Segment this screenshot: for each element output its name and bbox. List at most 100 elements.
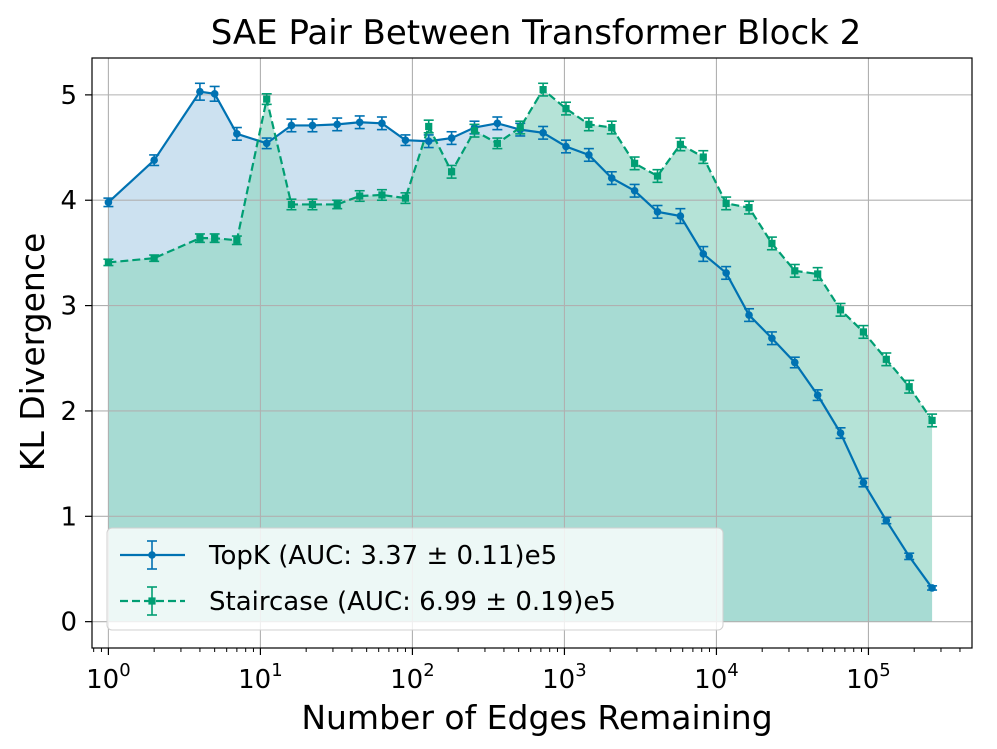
- x-tick-label-1: 101: [238, 660, 283, 695]
- axis-ticks: 100 101 102 103 104 105 0 1 2 3 4 5: [60, 81, 961, 695]
- series-0-point: [836, 429, 845, 437]
- series-0-point: [882, 516, 891, 525]
- series-1-point: [104, 258, 113, 266]
- series-1-point: [211, 234, 219, 242]
- x-tick-label-4: 104: [694, 660, 739, 695]
- series-0-point: [424, 137, 433, 146]
- series-1-point: [539, 86, 547, 94]
- legend-marker: [148, 551, 156, 559]
- series-0-point: [859, 478, 868, 487]
- series-1-point: [470, 127, 479, 135]
- series-1-point: [859, 328, 868, 336]
- y-tick-label-4: 4: [60, 186, 77, 216]
- series-1-point: [814, 270, 822, 278]
- series-1-point: [356, 192, 364, 200]
- series-0-point: [790, 358, 799, 367]
- series-1-point: [928, 416, 936, 425]
- legend-item-1: Staircase (AUC: 6.99 ± 0.19)e5: [120, 586, 616, 617]
- series-0-point: [104, 198, 113, 207]
- area-fills: [108, 89, 933, 622]
- plot-border: [91, 57, 973, 649]
- legend-label-1: Staircase (AUC: 6.99 ± 0.19)e5: [209, 587, 616, 617]
- legend: TopK (AUC: 3.37 ± 0.11)e5 Staircase (AUC:…: [106, 527, 724, 631]
- series-0-point: [813, 391, 822, 399]
- series-1-point: [905, 383, 913, 391]
- legend-marker: [148, 597, 156, 605]
- series-0-point: [905, 552, 913, 561]
- series-1-point: [425, 122, 433, 131]
- series-1-point: [263, 95, 271, 103]
- series-1-area: [108, 89, 933, 622]
- series-0-point: [150, 156, 158, 164]
- y-tick-label-1: 1: [60, 502, 77, 532]
- series-1-point: [196, 234, 204, 242]
- x-tick-label-0: 100: [86, 660, 131, 695]
- series-0-point: [196, 87, 204, 96]
- series-1-point: [791, 267, 799, 275]
- series-0-point: [210, 90, 219, 98]
- series-0-point: [676, 212, 685, 220]
- series-0-point: [233, 130, 241, 138]
- plot-frame: [91, 57, 973, 649]
- series-0-point: [308, 121, 317, 130]
- legend-item-0: TopK (AUC: 3.37 ± 0.11)e5: [120, 540, 557, 571]
- series-0: [103, 82, 938, 592]
- series-1-point: [608, 123, 616, 132]
- series-1-point: [493, 139, 501, 147]
- chart-title: SAE Pair Between Transformer Block 2: [211, 13, 862, 53]
- series-1-point: [882, 355, 890, 363]
- x-tick-label-2: 102: [390, 660, 435, 695]
- series-lines: [103, 82, 938, 592]
- series-1-point: [768, 239, 776, 248]
- series-0-point: [585, 151, 593, 159]
- series-1-point: [676, 140, 684, 148]
- series-1-point: [585, 120, 593, 128]
- series-0-point: [333, 120, 341, 129]
- series-1-point: [631, 159, 639, 167]
- series-0-point: [607, 174, 616, 182]
- series-1-point: [699, 153, 707, 161]
- series-1-point: [722, 199, 730, 207]
- series-0-point: [630, 186, 639, 195]
- series-1-point: [150, 254, 158, 262]
- series-0-point: [355, 118, 364, 127]
- x-tick-label-5: 105: [846, 660, 891, 695]
- series-1-point: [378, 191, 386, 199]
- x-tick-label-3: 103: [542, 660, 587, 695]
- series-1-point: [653, 172, 662, 180]
- series-0-point: [768, 334, 776, 343]
- series-0-point: [287, 121, 296, 130]
- series-1: [103, 82, 938, 428]
- x-axis-label: Number of Edges Remaining: [301, 698, 772, 737]
- series-1-point: [287, 200, 296, 209]
- y-tick-label-0: 0: [60, 608, 77, 638]
- series-0-point: [562, 142, 570, 151]
- series-0-point: [699, 250, 708, 258]
- y-axis-label: KL Divergence: [13, 233, 52, 472]
- series-0-point: [928, 584, 936, 592]
- series-0-point: [493, 119, 502, 128]
- legend-box: [106, 527, 724, 631]
- series-0-point: [745, 311, 753, 319]
- legend-label-0: TopK (AUC: 3.37 ± 0.11)e5: [208, 541, 557, 571]
- series-0-point: [539, 129, 547, 137]
- y-tick-label-5: 5: [60, 81, 77, 111]
- y-tick-label-2: 2: [60, 397, 77, 427]
- series-0-point: [401, 136, 410, 144]
- series-1-point: [745, 204, 753, 212]
- series-0-point: [447, 134, 456, 142]
- series-0-point: [262, 139, 271, 148]
- series-1-point: [447, 168, 456, 176]
- grid-lines: [92, 58, 972, 648]
- series-1-point: [516, 123, 524, 132]
- series-0-point: [653, 208, 662, 216]
- series-1-point: [233, 236, 241, 244]
- series-1-point: [562, 104, 570, 113]
- series-1-point: [308, 200, 317, 209]
- series-1-point: [836, 306, 845, 314]
- series-0-point: [378, 119, 386, 128]
- series-1-point: [401, 194, 410, 202]
- series-0-point: [722, 269, 730, 277]
- y-tick-label-3: 3: [60, 292, 77, 322]
- series-1-point: [333, 200, 341, 209]
